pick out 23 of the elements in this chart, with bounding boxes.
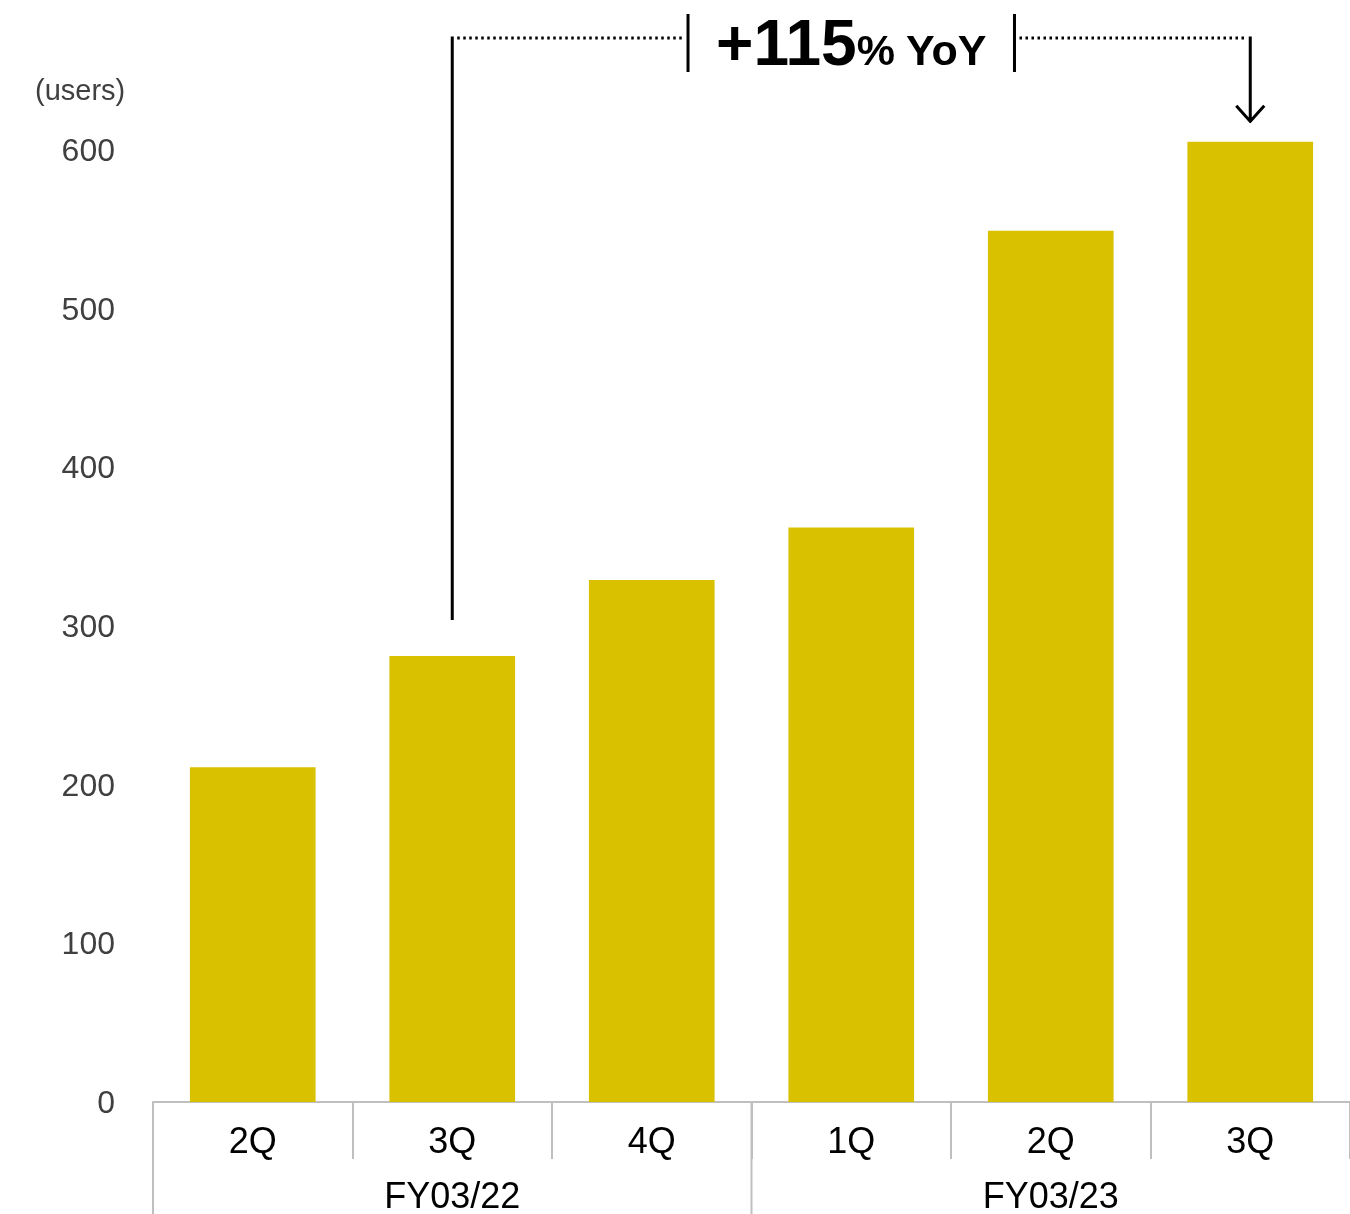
text: FY03/23 (982, 1175, 1119, 1214)
x-tick-label: 3Q (428, 1119, 477, 1161)
y-tick-label: 200 (61, 766, 115, 803)
y-tick-label: 500 (61, 290, 115, 327)
x-tick-label: 1Q (827, 1119, 876, 1161)
text: +115% YoY (716, 7, 987, 79)
y-tick-label: 600 (61, 131, 115, 168)
y-tick-label: 400 (61, 449, 115, 486)
x-tick-label: 2Q (1026, 1119, 1075, 1161)
bar (987, 230, 1114, 1102)
x-tick-label: 4Q (627, 1119, 676, 1161)
text: FY03/22 (384, 1175, 521, 1214)
x-tick-label: 2Q (228, 1119, 277, 1161)
bar (189, 767, 316, 1102)
bar (1187, 141, 1314, 1102)
y-tick-label: 100 (61, 925, 115, 962)
x-tick-label: 3Q (1226, 1119, 1275, 1161)
y-tick-label: 300 (61, 607, 115, 644)
bar (389, 656, 516, 1102)
bar (788, 527, 915, 1102)
y-axis-title: (users) (35, 73, 126, 106)
y-tick-label: 0 (97, 1084, 115, 1120)
bar (588, 579, 715, 1102)
